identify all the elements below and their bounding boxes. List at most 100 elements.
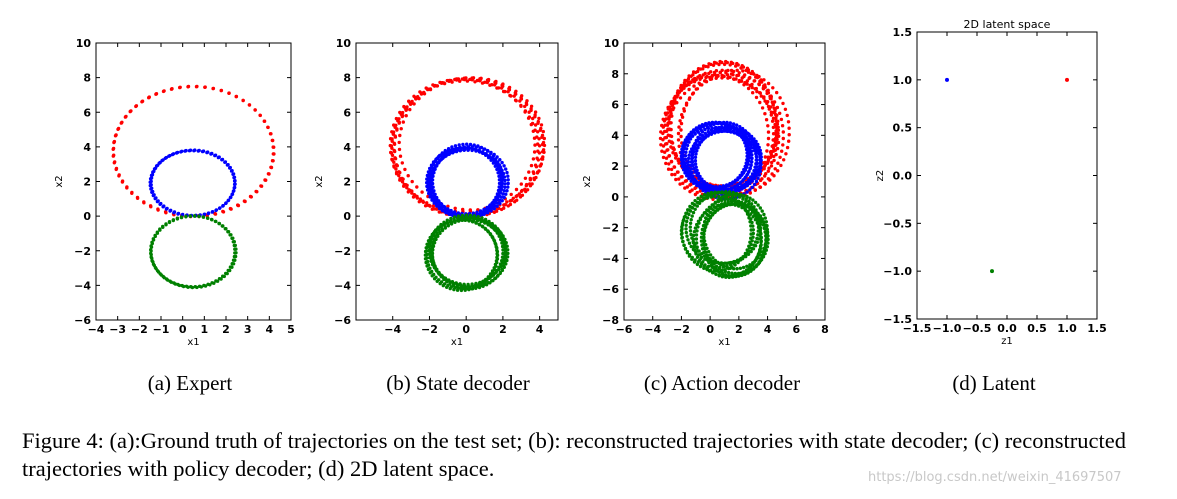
y-tick-label: −4	[602, 252, 619, 265]
trajectory-point	[486, 149, 490, 153]
y-axis-label: x2	[314, 175, 325, 187]
trajectory-point	[482, 207, 486, 211]
trajectory-point	[716, 260, 720, 264]
trajectory-point	[711, 271, 715, 275]
trajectory-point	[690, 214, 694, 218]
trajectory-point	[695, 204, 699, 208]
trajectory-point	[266, 125, 270, 130]
x-tick-label: 4	[266, 323, 274, 336]
trajectory-point	[180, 283, 184, 288]
trajectory-point	[470, 287, 475, 291]
trajectory-point	[688, 80, 692, 84]
trajectory-point	[691, 247, 696, 252]
trajectory-point	[684, 147, 689, 151]
trajectory-point	[229, 195, 233, 199]
trajectory-point	[711, 185, 716, 189]
trajectory-point	[503, 254, 507, 258]
trajectory-point	[149, 248, 153, 252]
trajectory-point	[117, 174, 121, 178]
trajectory-point	[705, 187, 709, 192]
trajectory-point	[403, 167, 407, 172]
trajectory-point	[680, 235, 684, 240]
trajectory-point	[727, 129, 731, 133]
y-tick-label: −8	[602, 314, 619, 327]
trajectory-point	[243, 199, 247, 204]
trajectory-point	[442, 155, 447, 159]
trajectory-point	[701, 239, 705, 243]
trajectory-point	[499, 184, 504, 189]
chart-title: 2D latent space	[964, 18, 1051, 31]
trajectory-point	[528, 182, 532, 186]
trajectory-point	[750, 156, 754, 161]
trajectory-point	[430, 254, 434, 258]
trajectory-point	[676, 138, 681, 142]
trajectory-point	[755, 73, 759, 78]
trajectory-point	[523, 187, 527, 191]
trajectory-point	[716, 190, 721, 195]
trajectory-point	[694, 126, 699, 130]
y-tick-label: 2	[343, 176, 351, 189]
trajectory-point	[687, 176, 691, 181]
trajectory-point	[152, 193, 156, 197]
trajectory-point	[675, 170, 680, 174]
trajectory-point	[154, 196, 158, 200]
trajectory-point	[736, 73, 741, 78]
trajectory-point	[675, 101, 679, 105]
trajectory-point	[685, 219, 689, 224]
trajectory-point	[466, 282, 470, 287]
trajectory-point	[389, 150, 393, 155]
trajectory-point	[410, 179, 414, 184]
trajectory-point	[523, 176, 528, 180]
trajectory-point	[165, 206, 169, 211]
trajectory-point	[745, 212, 750, 216]
trajectory-point	[738, 125, 742, 129]
trajectory-point	[431, 83, 435, 87]
trajectory-point	[754, 162, 758, 166]
trajectory-point	[766, 124, 770, 128]
trajectory-point	[738, 173, 742, 178]
trajectory-point	[770, 160, 774, 165]
trajectory-point	[738, 202, 743, 207]
trajectory-point	[468, 142, 473, 147]
trajectory-point	[472, 214, 476, 218]
trajectory-point	[674, 177, 678, 182]
subfigure-caption: (d) Latent	[952, 371, 1036, 395]
trajectory-point	[686, 238, 690, 242]
trajectory-point	[678, 119, 682, 123]
trajectory-point	[483, 279, 488, 284]
trajectory-point	[537, 116, 541, 121]
trajectory-point	[666, 105, 670, 110]
x-tick-label: −2	[673, 323, 690, 336]
trajectory-point	[111, 154, 116, 158]
trajectory-point	[680, 164, 685, 169]
trajectory-point	[400, 110, 405, 115]
trajectory-point	[756, 262, 761, 266]
trajectory-point	[755, 213, 760, 217]
trajectory-point	[741, 265, 746, 270]
trajectory-point	[755, 240, 759, 244]
trajectory-point	[673, 98, 677, 102]
trajectory-point	[213, 219, 218, 224]
trajectory-point	[161, 158, 165, 162]
trajectory-point	[269, 132, 273, 136]
trajectory-point	[428, 204, 432, 208]
trajectory-point	[689, 179, 693, 183]
trajectory-point	[228, 265, 233, 269]
trajectory-point	[672, 106, 676, 110]
series-2	[149, 214, 238, 290]
trajectory-point	[775, 122, 780, 126]
trajectory-point	[705, 267, 709, 271]
trajectory-point	[500, 177, 505, 182]
trajectory-point	[689, 232, 693, 237]
trajectory-point	[429, 184, 433, 188]
trajectory-point	[700, 138, 704, 142]
trajectory-point	[495, 246, 499, 250]
trajectory-point	[418, 90, 422, 94]
trajectory-point	[230, 236, 234, 240]
trajectory-point	[726, 270, 731, 275]
trajectory-point	[418, 197, 422, 201]
trajectory-point	[441, 223, 446, 227]
trajectory-point	[761, 223, 765, 227]
y-tick-label: −2	[334, 245, 351, 258]
trajectory-point	[495, 231, 500, 235]
